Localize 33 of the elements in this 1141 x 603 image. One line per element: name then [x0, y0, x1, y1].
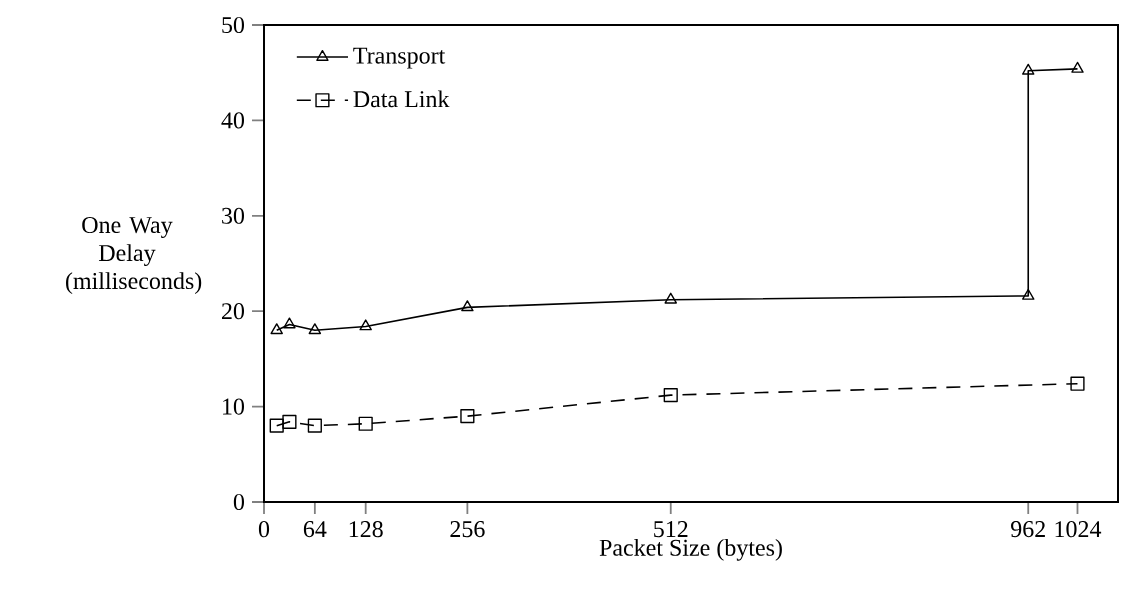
point: [269, 418, 284, 433]
x-tick-label: 1024: [1055, 521, 1102, 538]
y-tick-label: 0: [233, 493, 245, 511]
x-axis-title: Packet Size (bytes): [599, 538, 782, 561]
x-tick-label: 256: [450, 521, 485, 538]
y-tick-label: 20: [222, 303, 245, 320]
point: [359, 319, 372, 331]
point: [460, 409, 475, 424]
y-tick-label: 50: [222, 16, 245, 34]
point: [283, 317, 296, 329]
point: [664, 292, 677, 304]
x-tick-label: 0: [258, 521, 270, 538]
y-axis-title: One Way Delay (milliseconds): [66, 216, 202, 294]
y-tick-label: 30: [222, 207, 245, 224]
point: [663, 388, 678, 403]
point: [307, 418, 322, 433]
point: [282, 414, 297, 429]
legend-label: Data Link: [353, 90, 450, 108]
point: [270, 323, 283, 335]
x-tick-label: 512: [654, 521, 688, 538]
legend-label: Transport: [353, 47, 446, 69]
point: [1070, 376, 1085, 391]
point: [358, 416, 373, 431]
point: [461, 300, 474, 312]
y-tick-label: 40: [221, 112, 245, 129]
point: [1071, 61, 1084, 73]
point: [308, 323, 322, 335]
x-tick-label: 128: [349, 521, 383, 538]
point: [1022, 288, 1035, 300]
x-tick-label: 962: [1011, 521, 1045, 538]
x-tick-label: 64: [303, 521, 327, 538]
point: [1022, 63, 1035, 75]
y-tick-label: 10: [223, 398, 245, 415]
